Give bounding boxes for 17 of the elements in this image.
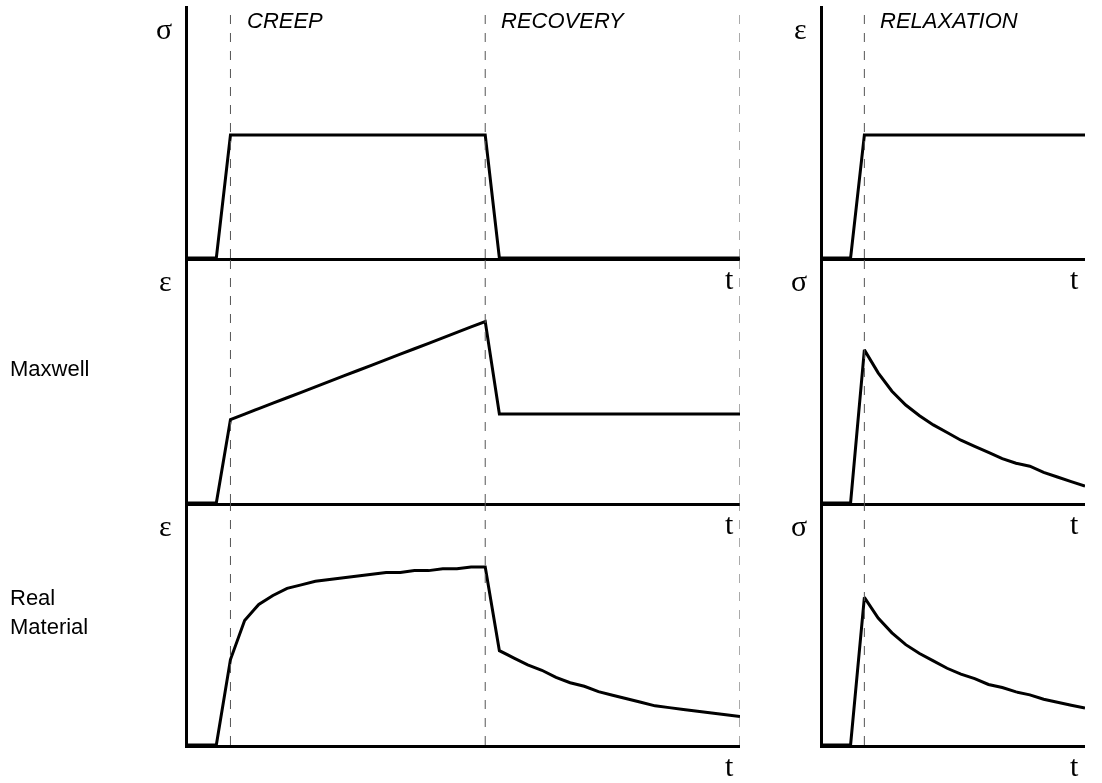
y-axis-title: ε — [794, 12, 807, 45]
y-axis-title: σ — [791, 509, 808, 542]
x-axis-title: t — [1070, 262, 1079, 295]
text: RELAXATION — [880, 8, 1018, 33]
y-axis-title: ε — [159, 264, 172, 297]
x-axis-title: t — [725, 507, 734, 540]
text: Real Material — [10, 585, 89, 639]
text: CREEP — [247, 8, 324, 33]
y-axis-title: σ — [791, 264, 808, 297]
x-axis-title: t — [725, 749, 734, 782]
y-axis-title: ε — [159, 509, 172, 542]
x-axis-title: t — [1070, 507, 1079, 540]
text: RECOVERY — [501, 8, 625, 33]
x-axis-title: t — [1070, 749, 1079, 782]
text: Maxwell — [10, 356, 90, 381]
y-axis-title: σ — [156, 12, 173, 45]
x-axis-title: t — [725, 262, 734, 295]
